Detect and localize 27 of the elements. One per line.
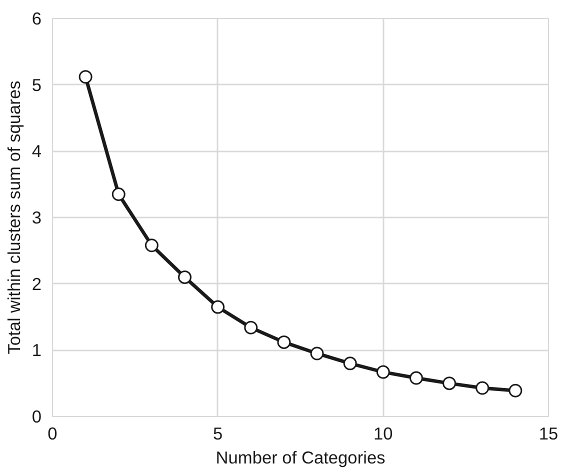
point	[178, 270, 192, 284]
point	[376, 365, 390, 379]
point	[78, 70, 92, 84]
y-tick-label: 2	[32, 274, 42, 294]
x-tick-label: 5	[213, 424, 223, 444]
point	[244, 320, 258, 334]
y-tick-label: 6	[32, 8, 42, 28]
point	[310, 346, 324, 360]
point	[343, 356, 357, 370]
y-axis-title: Total within clusters sum of squares	[4, 80, 24, 354]
point	[277, 335, 291, 349]
y-tick-label: 5	[32, 74, 42, 95]
point	[211, 300, 225, 314]
x-axis-title: Number of Categories	[216, 448, 386, 468]
point	[442, 376, 456, 390]
point	[476, 381, 490, 395]
x-tick-label: 15	[538, 424, 558, 444]
y-tick-label: 4	[32, 141, 42, 162]
y-tick-label: 3	[32, 208, 42, 228]
point	[508, 384, 522, 398]
y-tick-label: 1	[32, 340, 42, 360]
point	[409, 371, 423, 385]
x-tick-label: 0	[48, 424, 58, 444]
x-tick-label: 10	[374, 424, 393, 444]
y-tick-label: 0	[32, 406, 42, 426]
point	[144, 238, 158, 252]
point	[112, 188, 126, 202]
